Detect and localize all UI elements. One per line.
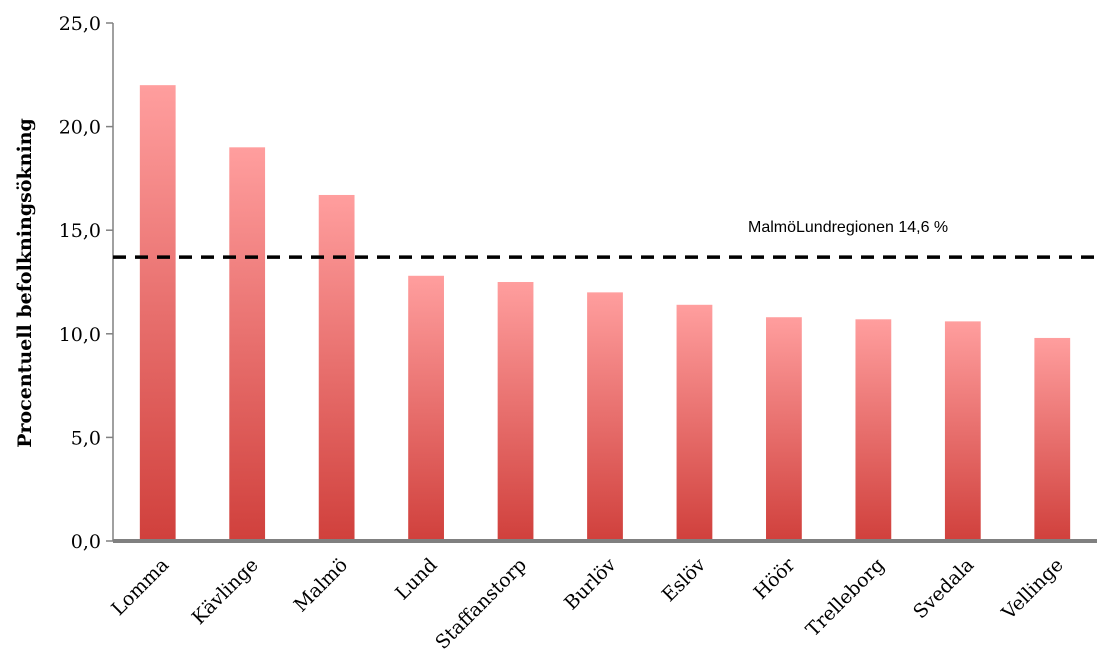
x-category-label: Lund	[391, 554, 441, 604]
x-category-label: Malmö	[290, 554, 352, 616]
y-axis-title: Procentuell befolkningsökning	[14, 118, 36, 448]
y-axis-title-group: Procentuell befolkningsökning	[14, 118, 36, 448]
bar-staffanstorp	[497, 282, 534, 541]
bar-kävlinge	[229, 147, 266, 541]
y-tick-label: 20,0	[59, 117, 101, 139]
bars	[139, 85, 1071, 541]
bar-malmö	[318, 194, 355, 541]
x-category-label: Eslöv	[658, 554, 710, 606]
x-category-label: Kävlinge	[188, 554, 263, 629]
bar-vellinge	[1034, 337, 1071, 541]
x-category-label: Vellinge	[997, 554, 1068, 625]
bar-höör	[766, 317, 802, 541]
bar-svedala	[944, 321, 981, 541]
y-tick-label: 5,0	[71, 427, 101, 449]
x-category-label: Staffanstorp	[431, 554, 531, 654]
y-tick-label: 15,0	[59, 220, 101, 242]
bar-burlöv	[587, 292, 623, 541]
x-category-label: Höör	[750, 553, 801, 604]
y-axis-ticks: 0,0 5,0 10,0 15,0 20,0 25,0	[59, 13, 113, 553]
reference-line-label: MalmöLundregionen 14,6 %	[748, 219, 948, 236]
bar-lomma	[139, 85, 176, 541]
y-tick-label: 0,0	[71, 531, 101, 553]
bar-trelleborg	[855, 319, 892, 541]
bar-eslöv	[676, 304, 713, 541]
x-category-label: Svedala	[909, 554, 978, 623]
y-tick-label: 10,0	[59, 324, 101, 346]
x-category-label: Burlöv	[560, 554, 621, 615]
bar-lund	[408, 275, 444, 541]
x-category-label: Lomma	[107, 554, 173, 620]
x-category-label: Trelleborg	[802, 554, 889, 641]
y-tick-label: 25,0	[59, 13, 101, 35]
